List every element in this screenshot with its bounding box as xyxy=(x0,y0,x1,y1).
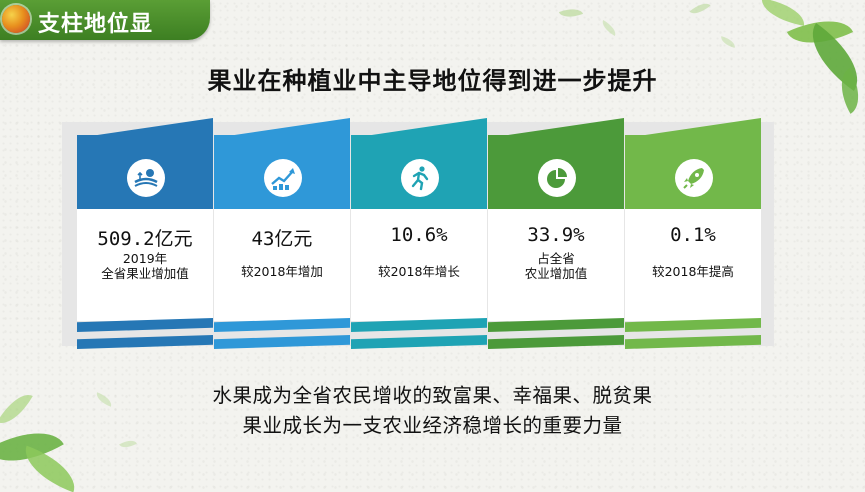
card-header-slant xyxy=(488,118,624,138)
stat-card-2: 43亿元 较2018年增加 xyxy=(214,118,350,350)
stat-value: 0.1% xyxy=(670,224,716,246)
card-stripe xyxy=(488,318,624,332)
page-subtitle: 果业在种植业中主导地位得到进一步提升 xyxy=(207,67,658,95)
card-body xyxy=(77,209,213,321)
card-header xyxy=(488,135,624,209)
stat-description-line: 占全省 xyxy=(537,251,575,266)
logo-icon xyxy=(2,5,30,33)
card-stripe xyxy=(214,335,350,349)
card-header xyxy=(214,135,350,209)
section-title: 支柱地位显 xyxy=(38,12,154,37)
card-stripe xyxy=(77,335,213,349)
card-header xyxy=(351,135,487,209)
card-body xyxy=(488,209,624,321)
stat-card-4: 33.9% 占全省 农业增加值 xyxy=(488,118,624,350)
card-header xyxy=(625,135,761,209)
stat-value: 10.6% xyxy=(390,224,448,246)
card-stripe xyxy=(351,335,487,349)
pie-chart-icon xyxy=(538,159,576,197)
runner-icon xyxy=(401,159,439,197)
harvest-icon xyxy=(127,159,165,197)
card-stripe xyxy=(77,318,213,332)
stat-description-line: 农业增加值 xyxy=(524,266,588,281)
section-title-tab: 支柱地位显 xyxy=(0,0,210,40)
card-header xyxy=(77,135,213,209)
stat-description-line: 全省果业增加值 xyxy=(101,266,189,281)
card-body xyxy=(351,209,487,321)
stat-description-line: 较2018年提高 xyxy=(652,264,734,279)
card-stripe xyxy=(625,318,761,332)
stat-description-line: 较2018年增长 xyxy=(378,264,460,279)
stat-description: 较2018年提高 xyxy=(625,264,761,279)
card-stripe xyxy=(625,335,761,349)
stat-value: 43亿元 xyxy=(251,228,313,250)
stat-description: 2019年 全省果业增加值 xyxy=(77,251,213,281)
stat-card-1: 509.2亿元 2019年 全省果业增加值 xyxy=(77,118,213,350)
card-body xyxy=(214,209,350,321)
summary-line-2: 果业成长为一支农业经济稳增长的重要力量 xyxy=(242,414,623,437)
growth-chart-icon xyxy=(264,159,302,197)
stat-description: 较2018年增加 xyxy=(214,264,350,279)
summary-line-1: 水果成为全省农民增收的致富果、幸福果、脱贫果 xyxy=(212,384,653,407)
card-header-slant xyxy=(77,118,213,138)
card-body xyxy=(625,209,761,321)
card-stripe xyxy=(488,335,624,349)
rocket-icon xyxy=(675,159,713,197)
card-stripe xyxy=(214,318,350,332)
stat-value: 33.9% xyxy=(527,224,585,246)
card-header-slant xyxy=(625,118,761,138)
stat-value: 509.2亿元 xyxy=(97,228,193,250)
card-header-slant xyxy=(214,118,350,138)
card-stripe xyxy=(351,318,487,332)
stat-card-3: 10.6% 较2018年增长 xyxy=(351,118,487,350)
stat-description: 占全省 农业增加值 xyxy=(488,251,624,281)
card-header-slant xyxy=(351,118,487,138)
stat-description-line: 2019年 xyxy=(122,251,168,266)
stat-card-5: 0.1% 较2018年提高 xyxy=(625,118,761,350)
stat-description-line: 较2018年增加 xyxy=(241,264,323,279)
stat-description: 较2018年增长 xyxy=(351,264,487,279)
